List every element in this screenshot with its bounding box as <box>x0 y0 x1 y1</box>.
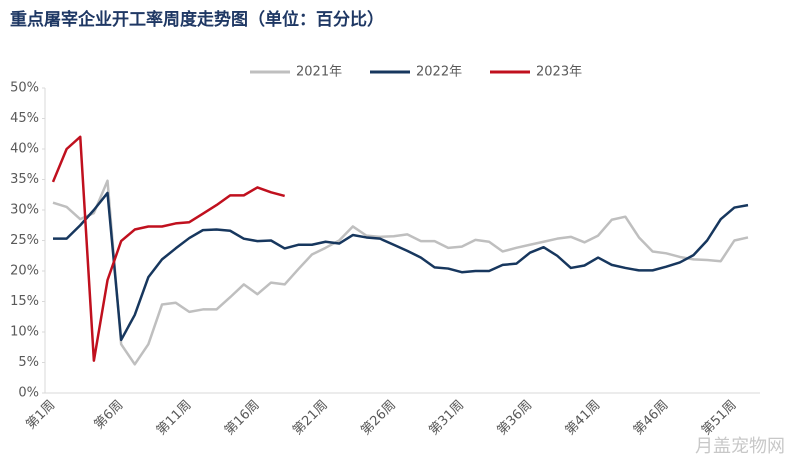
y-tick-label: 35% <box>10 172 39 187</box>
watermark: 月盖宠物网 <box>695 436 785 457</box>
x-tick-label: 第51周 <box>699 398 740 439</box>
y-tick-label: 40% <box>10 142 39 157</box>
y-tick-label: 15% <box>10 294 39 309</box>
y-tick-label: 10% <box>10 325 39 340</box>
y-tick-label: 5% <box>18 355 39 370</box>
x-tick-label: 第41周 <box>563 398 604 439</box>
x-tick-label: 第21周 <box>290 398 331 439</box>
y-tick-label: 45% <box>10 111 39 126</box>
x-tick-label: 第11周 <box>154 398 195 439</box>
x-tick-label: 第1周 <box>23 398 58 433</box>
x-tick-label: 第36周 <box>495 398 536 439</box>
legend-label: 2023年 <box>536 65 582 80</box>
chart-title: 重点屠宰企业开工率周度走势图（单位：百分比） <box>10 9 384 30</box>
series-line <box>52 179 749 366</box>
x-tick-label: 第31周 <box>426 398 467 439</box>
y-tick-label: 50% <box>10 81 39 96</box>
x-tick-label: 第6周 <box>92 398 127 433</box>
legend-label: 2021年 <box>296 65 342 80</box>
series-line <box>51 135 285 362</box>
x-tick-label: 第16周 <box>222 398 263 439</box>
legend-label: 2022年 <box>416 65 462 80</box>
x-tick-label: 第46周 <box>631 398 672 439</box>
y-tick-label: 30% <box>10 203 39 218</box>
y-tick-label: 25% <box>10 233 39 248</box>
x-tick-label: 第26周 <box>358 398 399 439</box>
series-line <box>53 191 749 342</box>
y-tick-label: 0% <box>18 386 39 401</box>
y-tick-label: 20% <box>10 264 39 279</box>
